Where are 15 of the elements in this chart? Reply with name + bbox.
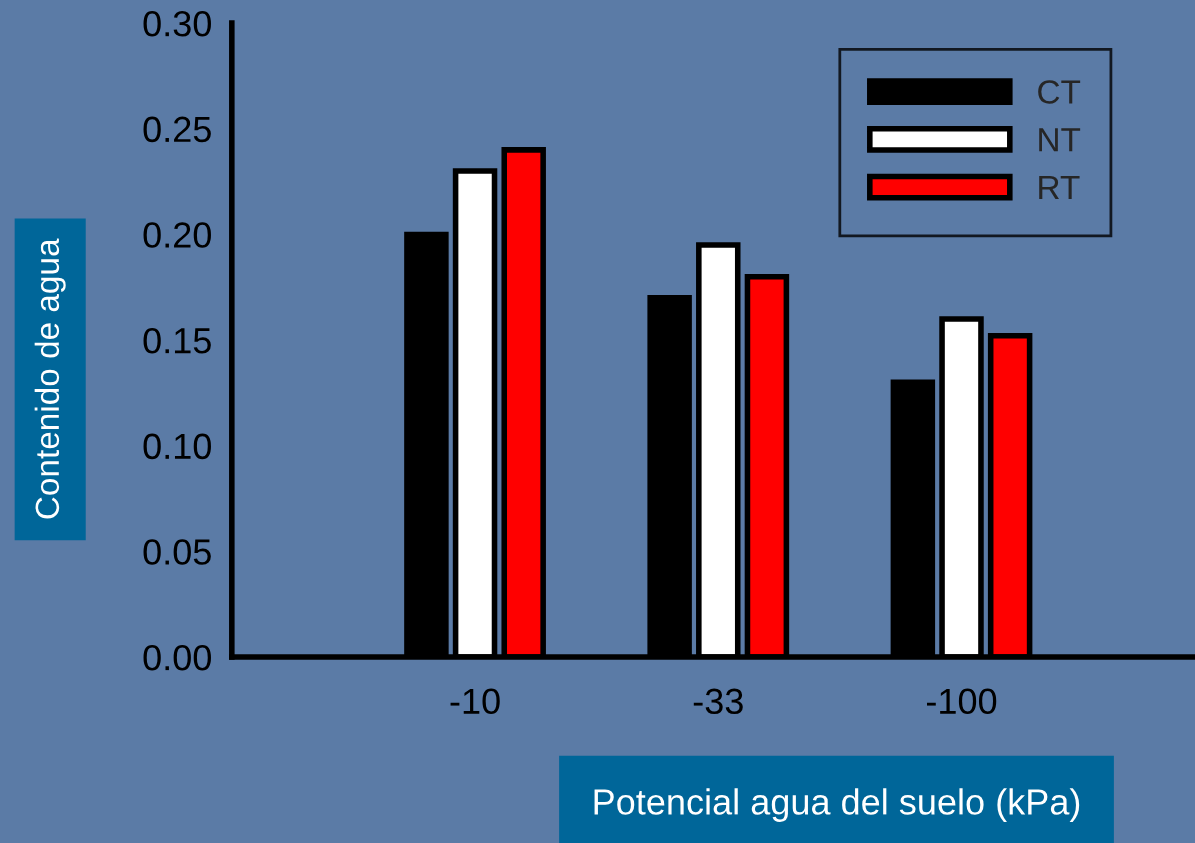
x-tick-label: -33 bbox=[693, 688, 743, 715]
y-tick-label: 0.20 bbox=[143, 222, 211, 248]
y-axis-title: Contenido de agua bbox=[34, 238, 66, 519]
legend-label: RT bbox=[1039, 175, 1080, 199]
legend-label: CT bbox=[1038, 80, 1081, 104]
y-tick-label: 0.25 bbox=[143, 116, 211, 143]
legend-label: NT bbox=[1039, 128, 1081, 152]
y-tick-label: 0.05 bbox=[143, 539, 211, 565]
y-tick-label: 0.30 bbox=[143, 10, 211, 37]
x-tick-label: -100 bbox=[926, 688, 997, 715]
y-tick-label: 0.00 bbox=[143, 644, 211, 671]
x-axis-title: Potencial agua del suelo (kPa) bbox=[594, 788, 1080, 822]
x-tick-label: -10 bbox=[450, 688, 500, 715]
y-tick-label: 0.15 bbox=[143, 327, 211, 354]
y-tick-label: 0.10 bbox=[143, 433, 211, 460]
